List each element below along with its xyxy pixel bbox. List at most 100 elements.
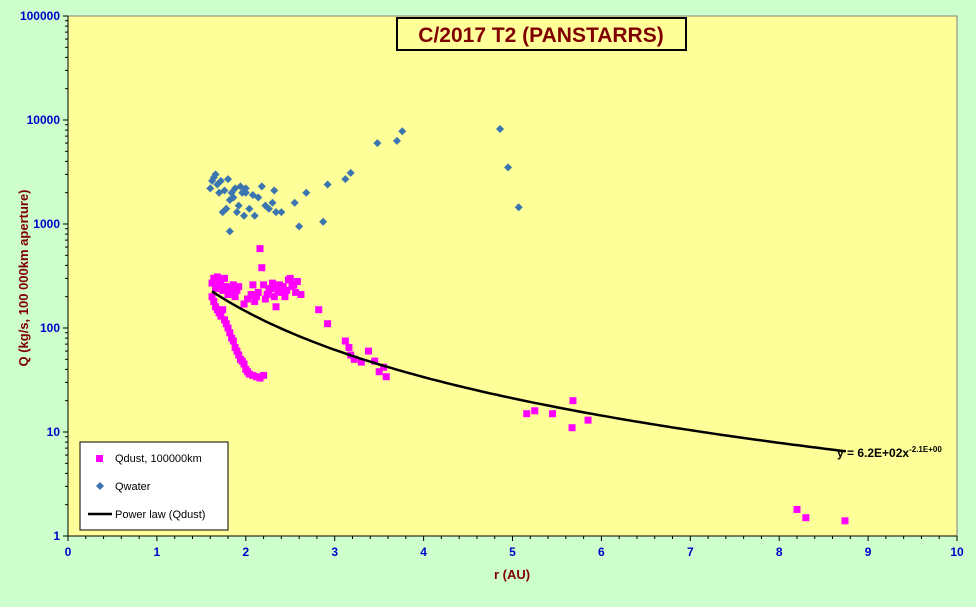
qdust-point [247,290,255,298]
x-tick-label: 8 [776,545,783,559]
qdust-point [217,312,225,320]
qdust-point [249,371,257,379]
qwater-point [346,168,355,177]
qdust-point [293,277,301,285]
qdust-point [213,273,221,281]
qdust-point [315,306,323,314]
qdust-point [568,424,576,432]
qdust-point [364,347,372,355]
qdust-point [272,283,280,291]
legend-label-qwater: Qwater [115,481,151,493]
y-axis-title: Q (kg/s, 100 000km aperture) [16,189,31,366]
qdust-point [350,355,358,363]
qdust-point [531,407,539,415]
qdust-point [233,347,241,355]
qdust-point [569,397,577,405]
qwater-point [211,170,220,179]
qdust-point [217,277,225,285]
chart-title: C/2017 T2 (PANSTARRS) [418,24,663,47]
qwater-point [290,198,299,207]
qdust-point [235,283,243,291]
qdust-point [245,370,253,378]
qdust-point [224,324,232,332]
qdust-point [208,279,216,287]
qdust-point [261,295,269,303]
qwater-point [241,188,250,197]
qwater-point [514,203,523,212]
qdust-point [249,281,257,289]
qdust-point [281,293,289,301]
qdust-point [584,416,592,424]
qwater-point [224,175,233,184]
qdust-point [219,306,227,314]
qdust-point [357,358,365,366]
qwater-point [272,208,281,217]
qwater-point [206,184,215,193]
qwater-point [392,136,401,145]
qdust-point [260,281,268,289]
qwater-point [222,204,231,213]
qwater-point [270,186,279,195]
qwater-point [234,201,243,210]
qdust-point [252,373,260,381]
qdust-point [523,410,531,418]
qdust-point [228,288,236,296]
qwater-point [319,217,328,226]
qdust-point [244,295,252,303]
qdust-point [276,281,284,289]
y-tick-label: 10 [47,425,61,439]
qdust-point [268,279,276,287]
qdust-point [286,274,294,282]
qdust-point [270,293,278,301]
x-tick-label: 6 [598,545,605,559]
qwater-point [341,175,350,184]
y-tick-label: 100 [40,321,60,335]
svg-text:y = 6.2E+02x-2.1E+00: y = 6.2E+02x-2.1E+00 [837,445,942,460]
qwater-point [496,124,505,133]
qwater-point [245,204,254,213]
qdust-point [220,274,228,282]
qwater-point [323,180,332,189]
qdust-point [233,286,241,294]
qdust-point [224,290,232,298]
qdust-point [231,343,239,351]
x-tick-label: 2 [242,545,249,559]
qdust-point [222,283,230,291]
qdust-point [256,245,264,253]
qwater-point [225,227,234,236]
legend-label-qdust: Qdust, 100000km [115,453,202,465]
qwater-point [232,208,241,217]
qdust-point [841,517,849,525]
qdust-point [210,297,218,305]
qwater-point [277,208,286,217]
qwater-point [229,193,238,202]
qdust-point [371,357,379,365]
qdust-point [380,363,388,371]
qdust-point [793,505,801,513]
qdust-point [272,303,280,311]
qdust-point [345,343,353,351]
qwater-point [295,222,304,231]
qdust-point [251,297,259,305]
y-tick-label: 1 [53,529,60,543]
qwater-point [250,211,259,220]
qdust-point [220,316,228,324]
qdust-point [279,283,287,291]
qdust-point [208,293,216,301]
qwater-point [236,182,245,191]
y-tick-label: 10000 [27,113,61,127]
qdust-point [260,371,268,379]
legend-label-fit: Power law (Qdust) [115,509,205,521]
legend-marker-qdust [96,455,103,462]
qdust-point [274,286,282,294]
y-tick-label: 1000 [33,217,60,231]
power-law-fit-line [211,290,847,453]
qdust-point [324,320,332,328]
x-tick-label: 4 [420,545,427,559]
qdust-point [229,337,237,345]
qdust-point [226,329,234,337]
qwater-point [504,163,513,172]
qdust-point [240,300,248,308]
qdust-point [210,274,218,282]
